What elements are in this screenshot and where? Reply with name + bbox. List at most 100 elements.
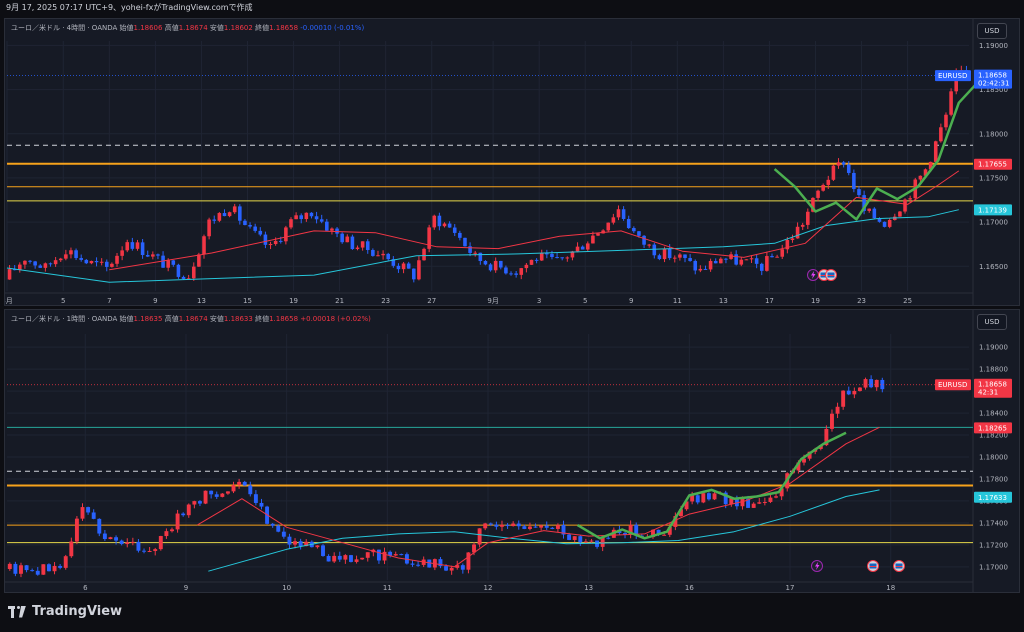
event-flag-icon[interactable] [867, 560, 879, 572]
legend-change: +0.00018 (+0.02%) [300, 315, 371, 323]
x-tick-label: 15 [243, 297, 252, 305]
candle-body [401, 263, 406, 270]
candle-body [527, 526, 532, 529]
y-tick-label: 1.17500 [979, 174, 1008, 182]
candle-body [759, 263, 764, 271]
event-flag-icon[interactable] [825, 269, 837, 281]
x-tick-label: 9 [153, 297, 157, 305]
candle-body [299, 215, 304, 220]
candle-body [444, 566, 449, 571]
candle-body [110, 263, 114, 267]
candle-body [427, 559, 432, 568]
candle-body [816, 190, 820, 198]
candle-body [97, 518, 102, 534]
candle-body [284, 227, 288, 242]
candle-body [136, 541, 141, 551]
candle-body [667, 526, 672, 535]
candle-body [253, 494, 258, 503]
y-tick-label: 1.17400 [979, 519, 1008, 527]
candle-body [91, 512, 96, 519]
candle-body [488, 264, 493, 271]
candle-body [69, 250, 73, 255]
candle-body [7, 563, 12, 570]
x-tick-label: 18 [886, 584, 895, 592]
candle-body [84, 259, 89, 264]
candle-body [108, 537, 113, 540]
price-tag-box [974, 422, 1012, 434]
candle-body [539, 525, 544, 528]
candle-body [304, 541, 309, 547]
candle-body [58, 258, 63, 261]
candle-body [869, 379, 874, 388]
event-lightning-icon[interactable] [811, 560, 823, 572]
candle-body [768, 497, 773, 502]
candle-body [135, 242, 140, 249]
candle-body [382, 551, 387, 561]
chart-pane-1h[interactable]: 1.190001.188001.186001.184001.182001.180… [4, 309, 1020, 593]
x-tick-label: 17 [765, 297, 774, 305]
candle-body [332, 555, 337, 562]
candle-body [130, 541, 135, 543]
currency-button[interactable]: USD [977, 23, 1007, 39]
candle-body [69, 541, 74, 557]
candle-body [198, 501, 202, 504]
legend-low: 1.18602 [223, 24, 253, 32]
candle-body [350, 236, 355, 250]
candle-body [354, 559, 359, 562]
candle-body [343, 555, 348, 560]
candle-body [545, 253, 549, 255]
candle-body [466, 552, 471, 570]
candle-body [147, 550, 152, 552]
chart-pane-4h[interactable]: 1.19000 1.18500 1.18000 1.17500 1.17000 1.165… [4, 18, 1020, 306]
candle-body [48, 263, 53, 265]
candle-body [304, 212, 309, 220]
currency-button[interactable]: USD [977, 314, 1007, 330]
candle-body [504, 267, 508, 274]
candle-body [52, 565, 57, 572]
candle-body [473, 252, 477, 254]
candle-body [949, 91, 953, 115]
candle-body [499, 260, 503, 268]
legend-open-label: 始値 [119, 315, 134, 323]
candle-body [258, 230, 263, 235]
event-flag-icon[interactable] [893, 560, 905, 572]
snapshot-header: 9月 17, 2025 07:17 UTC+9、yohei-fxがTrading… [0, 0, 1024, 16]
candle-body [125, 242, 130, 251]
chart-4h-canvas[interactable]: 1.19000 1.18500 1.18000 1.17500 1.17000 1.165… [5, 19, 1020, 306]
candle-body [583, 541, 588, 543]
candle-body [120, 250, 124, 256]
candle-body [729, 498, 734, 505]
candle-body [944, 114, 948, 128]
candle-body [294, 215, 298, 220]
candle-body [142, 550, 146, 552]
candle-body [309, 212, 314, 217]
candle-body [690, 495, 695, 502]
candle-body [701, 493, 706, 503]
candle-body [601, 230, 605, 234]
candle-body [567, 534, 572, 540]
candle-body [259, 502, 264, 507]
candle-body [18, 264, 22, 270]
candle-body [140, 242, 145, 256]
candle-body [38, 265, 43, 268]
candle-body [898, 211, 902, 217]
candle-body [217, 213, 222, 221]
candle-body [882, 221, 887, 227]
candle-body [326, 555, 331, 562]
event-lightning-icon[interactable] [807, 269, 819, 281]
candle-body [406, 263, 411, 269]
candle-body [181, 513, 186, 516]
chart-1h-canvas[interactable]: 1.190001.188001.186001.184001.182001.180… [5, 310, 1020, 593]
candle-body [416, 564, 421, 566]
candle-body [835, 406, 840, 414]
tradingview-brand: TradingView [8, 604, 122, 619]
x-tick-label: 19 [811, 297, 820, 305]
candle-body [954, 71, 958, 92]
candle-body [647, 244, 651, 246]
moving-average-green [773, 79, 981, 221]
candle-body [544, 525, 549, 528]
legend-open-label: 始値 [119, 24, 134, 32]
candle-body [30, 570, 35, 572]
moving-average-slow [208, 489, 880, 572]
candle-body [46, 564, 51, 572]
